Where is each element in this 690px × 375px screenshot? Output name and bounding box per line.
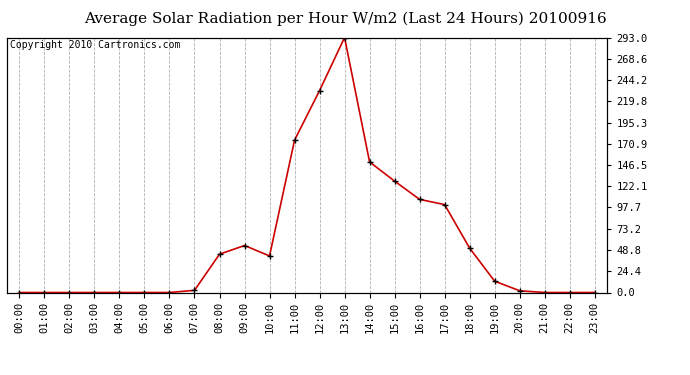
Text: Copyright 2010 Cartronics.com: Copyright 2010 Cartronics.com: [10, 40, 180, 50]
Text: Average Solar Radiation per Hour W/m2 (Last 24 Hours) 20100916: Average Solar Radiation per Hour W/m2 (L…: [83, 11, 607, 26]
